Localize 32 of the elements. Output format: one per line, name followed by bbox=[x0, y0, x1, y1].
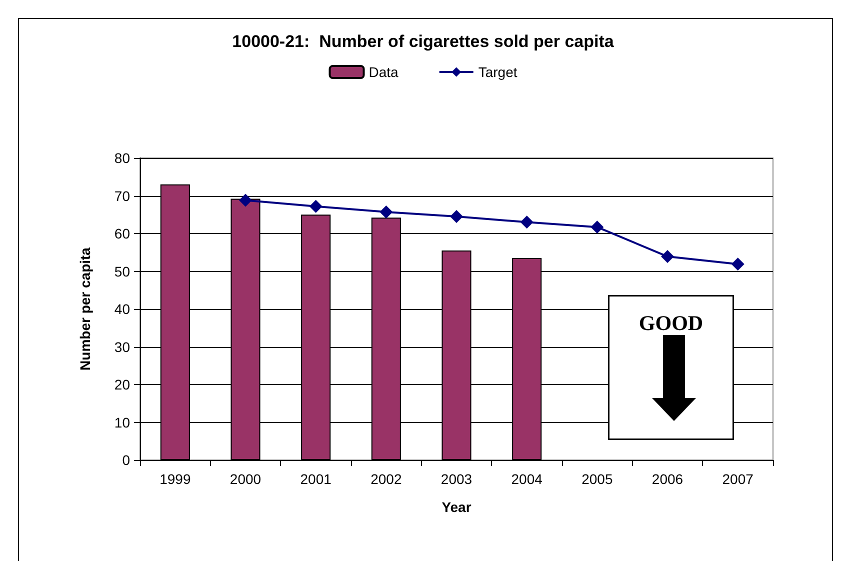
x-tick-label: 2005 bbox=[582, 471, 613, 487]
x-tick-label: 2007 bbox=[722, 471, 754, 487]
y-tick-label: 0 bbox=[122, 452, 130, 468]
legend-label: Target bbox=[478, 64, 518, 80]
legend-label: Data bbox=[368, 64, 399, 80]
point bbox=[520, 216, 534, 229]
point bbox=[661, 250, 674, 264]
x-tick-label: 2001 bbox=[300, 471, 332, 487]
y-axis-title: Number per capita bbox=[77, 247, 93, 370]
y-tick-label: 70 bbox=[114, 188, 130, 204]
point bbox=[450, 210, 463, 224]
y-tick-label: 60 bbox=[114, 226, 130, 242]
x-tick-label: 2004 bbox=[511, 471, 543, 487]
point bbox=[239, 194, 252, 207]
y-tick-label: 40 bbox=[114, 301, 130, 317]
point bbox=[380, 205, 393, 218]
y-tick-label: 30 bbox=[114, 338, 130, 355]
x-tick-label: 2000 bbox=[230, 471, 262, 487]
x-axis-title: Year bbox=[442, 499, 472, 515]
y-tick-label: 10 bbox=[114, 414, 130, 430]
point bbox=[731, 258, 744, 271]
x-tick-label: 1999 bbox=[160, 471, 191, 487]
y-tick-label: 80 bbox=[114, 150, 130, 166]
point bbox=[590, 220, 604, 234]
y-tick-label: 50 bbox=[114, 263, 130, 280]
x-tick-label: 2006 bbox=[652, 471, 684, 487]
x-tick-label: 2003 bbox=[440, 471, 472, 487]
point bbox=[309, 200, 322, 213]
chart-title: 10000-21: Number of cigarettes sold per capita bbox=[232, 32, 614, 51]
y-tick-label: 20 bbox=[114, 376, 130, 392]
x-tick-label: 2002 bbox=[370, 471, 402, 487]
annotation: GOOD bbox=[638, 311, 704, 336]
